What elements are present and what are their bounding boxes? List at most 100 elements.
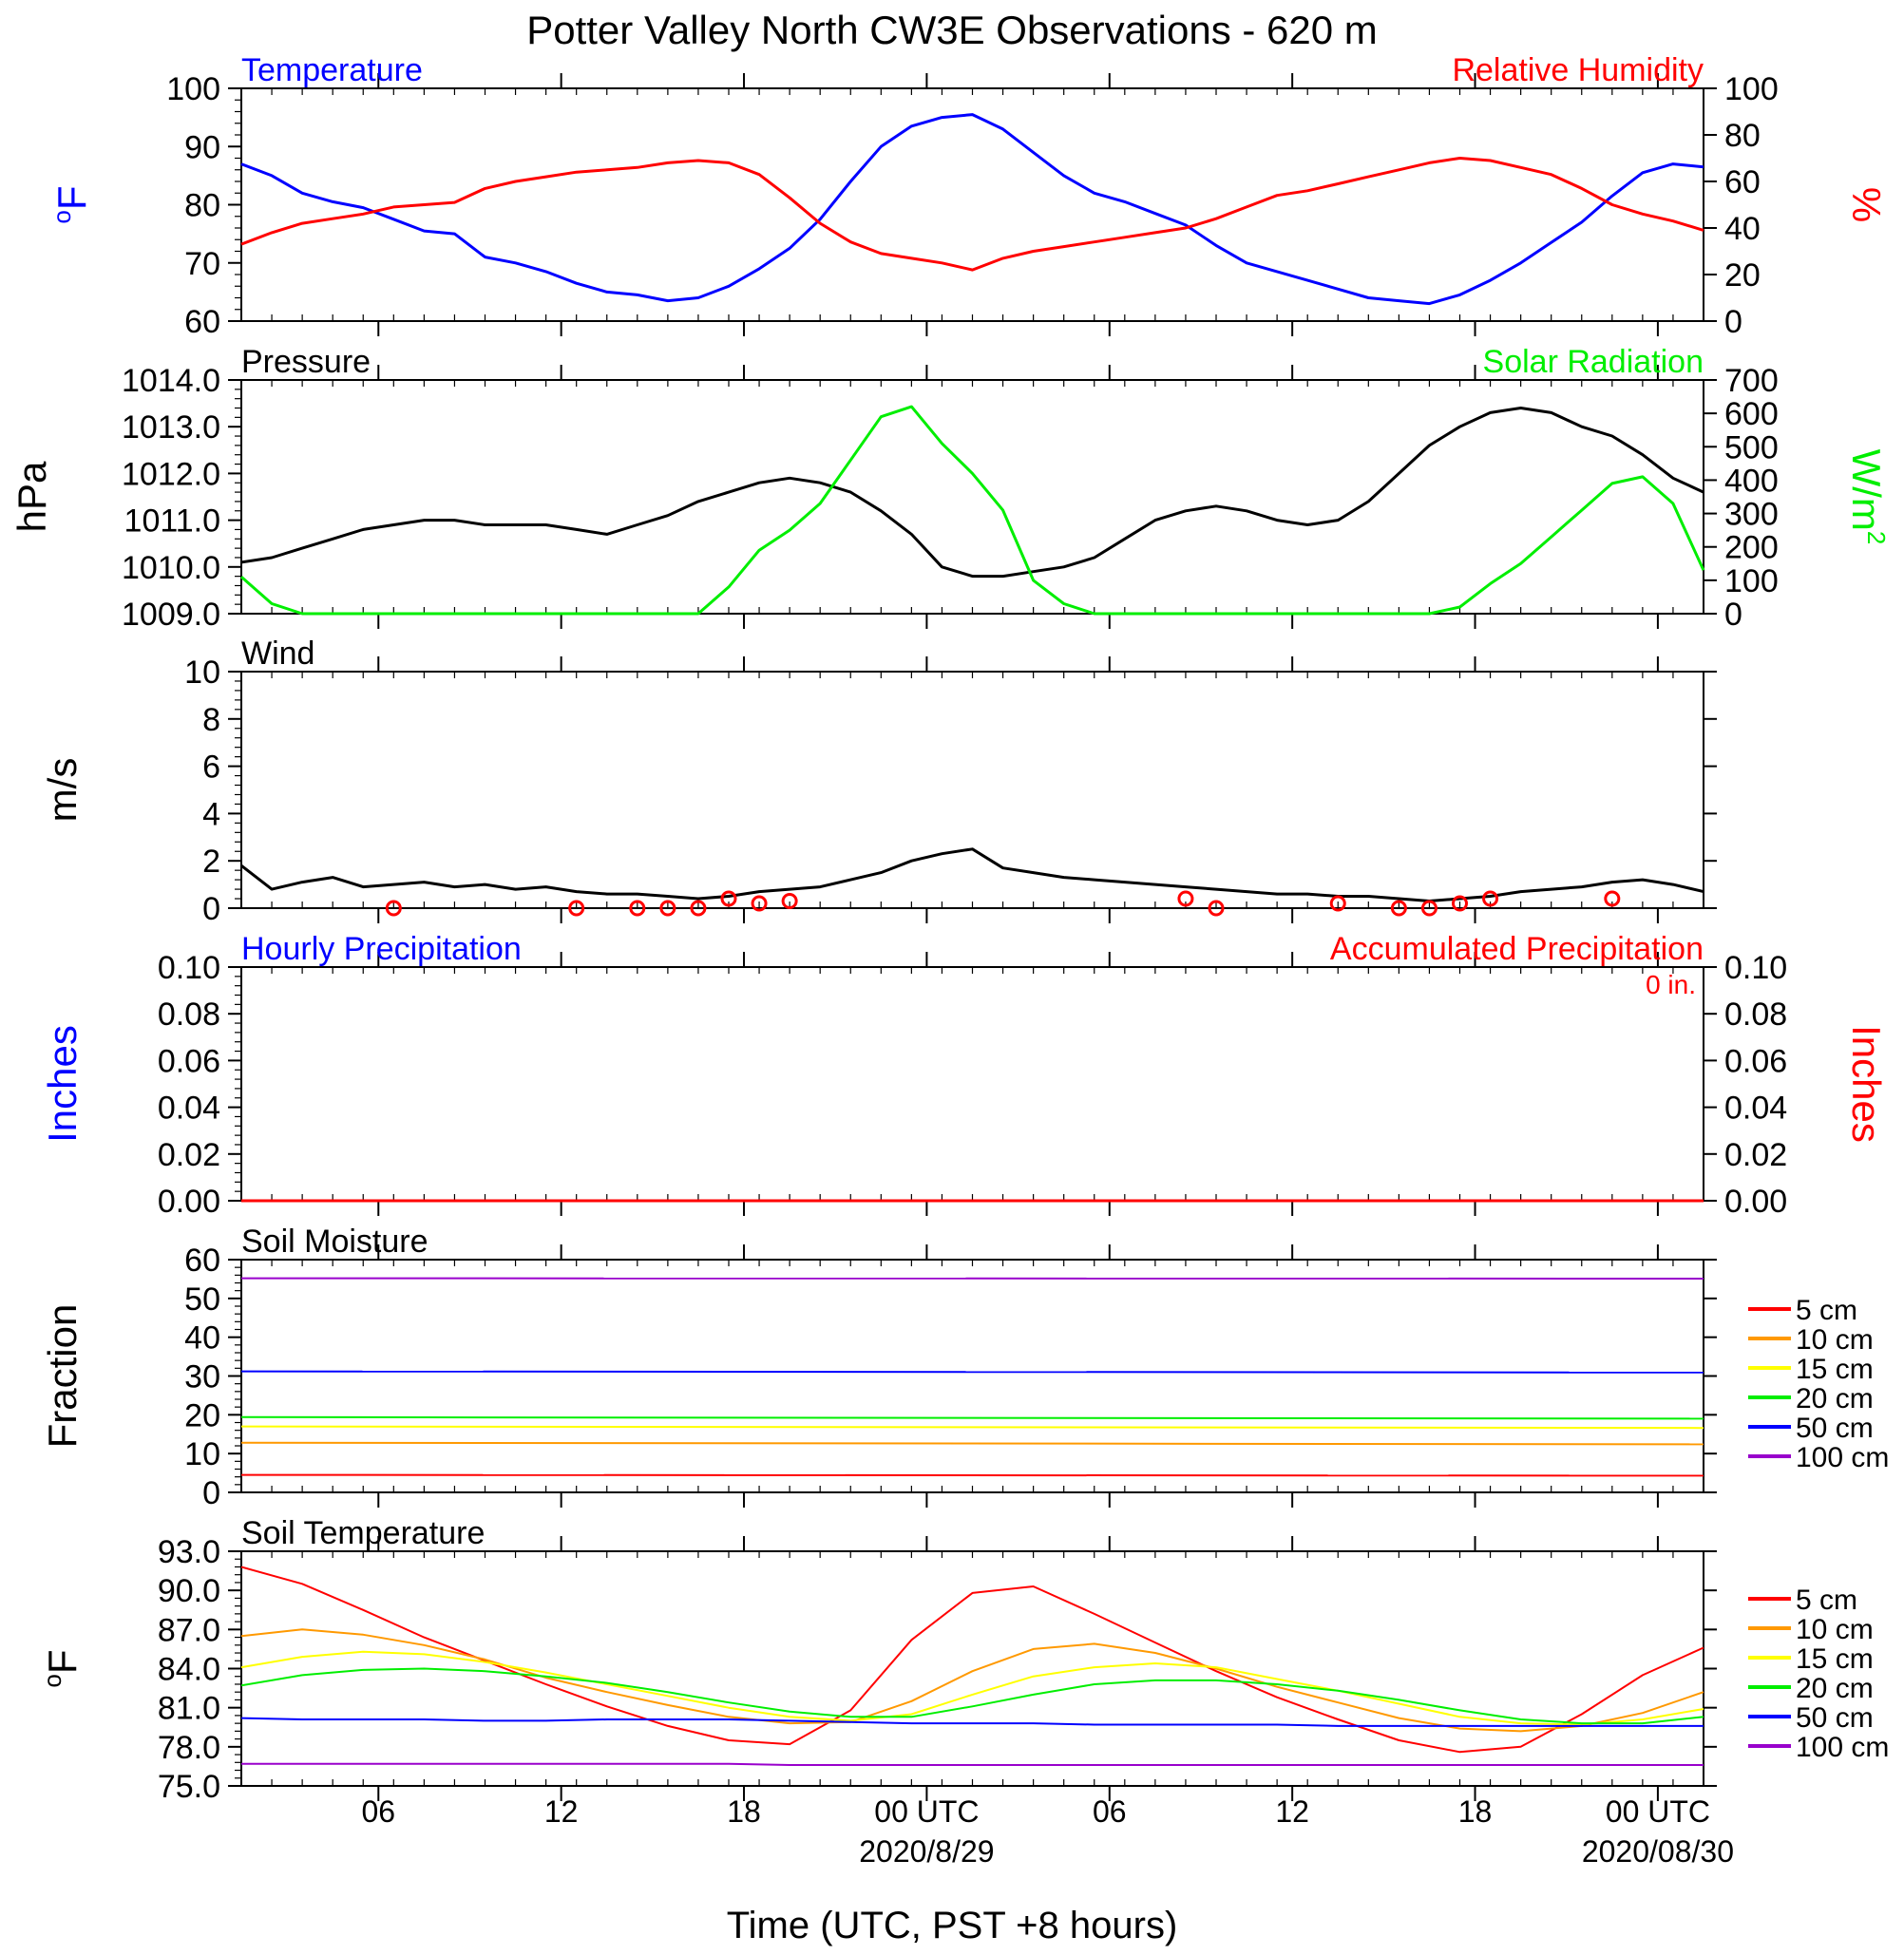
legend-label: 10 cm	[1796, 1324, 1874, 1356]
y-tick-label: 84.0	[158, 1652, 220, 1688]
y-axis-right-label: W/m2	[1844, 449, 1891, 545]
panel-4: 0.00 0.02 0.04 0.06 0.08 0.10 0.00 0.02 0.04 0.06…	[40, 931, 1889, 1220]
y-tick-label: 6	[202, 750, 220, 786]
panel-title-left: Pressure	[241, 344, 371, 380]
legend-label: 100 cm	[1796, 1442, 1889, 1473]
y-tick-label: 1009.0	[122, 597, 220, 633]
y-right-tick-label: 600	[1724, 396, 1779, 432]
panel-title-left: Temperature	[241, 52, 423, 88]
y-tick-label: 0	[202, 1475, 220, 1511]
y-tick-label: 100	[166, 71, 220, 107]
legend-label: 15 cm	[1796, 1354, 1874, 1385]
wind-calm-marker	[690, 900, 707, 917]
panel-2: 1009.0 1010.0 1011.0 1012.0 1013.0 1014.0 0100…	[10, 344, 1891, 633]
y-right-tick-label: 0	[1724, 597, 1742, 633]
y-tick-label: 90.0	[158, 1573, 220, 1609]
y-tick-label: 1012.0	[122, 456, 220, 492]
y-right-tick-label: 0.10	[1724, 950, 1787, 986]
legend-label: 5 cm	[1796, 1295, 1857, 1326]
plot-frame	[240, 87, 1704, 322]
date-label: 2020/8/29	[859, 1834, 994, 1869]
panel-title-left: Soil Moisture	[241, 1224, 428, 1260]
series-line-10-cm	[240, 1441, 1704, 1446]
y-tick-label: 20	[184, 1397, 220, 1433]
x-tick-label: 06	[1093, 1794, 1127, 1829]
series-line-10-cm	[240, 1628, 1704, 1733]
y-axis-label: oF	[38, 1649, 85, 1687]
y-tick-label: 60	[184, 304, 220, 340]
y-right-tick-label: 500	[1724, 429, 1779, 465]
y-tick-label: 70	[184, 246, 220, 282]
panel-title-left: Soil Temperature	[241, 1515, 485, 1551]
series-line-50-cm	[240, 1717, 1704, 1727]
date-label: 2020/08/30	[1582, 1834, 1734, 1869]
y-right-tick-label: 80	[1724, 118, 1761, 154]
y-right-tick-label: 60	[1724, 164, 1761, 200]
y-tick-label: 1010.0	[122, 550, 220, 586]
wind-calm-marker	[629, 900, 646, 917]
x-tick-label: 12	[1275, 1794, 1309, 1829]
series-line-20-cm	[240, 1415, 1704, 1420]
series-line-wind-speed	[240, 847, 1704, 902]
y-axis-right-label: %	[1844, 187, 1889, 222]
y-axis-label: Fraction	[40, 1304, 85, 1449]
y-tick-label: 87.0	[158, 1612, 220, 1648]
x-tick-label: 00 UTC	[1606, 1794, 1710, 1829]
y-tick-label: 60	[184, 1243, 220, 1279]
legend-label: 50 cm	[1796, 1702, 1874, 1734]
legend-label: 15 cm	[1796, 1643, 1874, 1675]
y-tick-label: 0	[202, 891, 220, 927]
y-tick-label: 93.0	[158, 1534, 220, 1570]
legend-label: 20 cm	[1796, 1673, 1874, 1704]
plot-frame	[240, 966, 1704, 1202]
plot-frame	[240, 1259, 1704, 1493]
wind-calm-marker	[1482, 890, 1499, 907]
y-tick-label: 81.0	[158, 1691, 220, 1727]
y-right-tick-label: 100	[1724, 71, 1779, 107]
series-line-pressure	[240, 407, 1704, 579]
panel-title-left: Hourly Precipitation	[241, 931, 522, 967]
y-tick-label: 2	[202, 844, 220, 880]
panel-3: 0 2 4 6 8 10 Wind m/s	[40, 636, 1717, 927]
y-tick-label: 40	[184, 1320, 220, 1357]
panel-6: 75.078.081.084.0 87.090.093.0 Soil Tempera…	[38, 1515, 1717, 1805]
y-tick-label: 50	[184, 1281, 220, 1318]
x-tick-label: 18	[1458, 1794, 1493, 1829]
x-tick-label: 06	[361, 1794, 395, 1829]
wind-calm-marker	[1329, 895, 1346, 912]
wind-calm-marker	[720, 890, 737, 907]
series-line-50-cm	[240, 1370, 1704, 1374]
y-right-tick-label: 40	[1724, 211, 1761, 247]
legend-label: 50 cm	[1796, 1413, 1874, 1444]
series-line-100-cm	[241, 1762, 1704, 1766]
y-right-tick-label: 400	[1724, 463, 1779, 499]
series-line-15-cm	[240, 1650, 1704, 1726]
y-tick-label: 1014.0	[122, 363, 220, 399]
y-right-tick-label: 0.00	[1724, 1184, 1787, 1220]
wind-calm-marker	[1390, 900, 1407, 917]
y-tick-label: 1011.0	[124, 503, 220, 540]
panel-1: 60 70 80 90 100 0 20 40 60 80 100 Temperature Relati…	[48, 52, 1889, 340]
y-right-tick-label: 200	[1724, 530, 1779, 566]
series-line-relative-humidity	[240, 157, 1704, 272]
y-axis-label: oF	[48, 185, 94, 223]
panel-title-right: Accumulated Precipitation	[1330, 931, 1704, 967]
series-line-20-cm	[240, 1667, 1704, 1725]
y-right-tick-label: 0.04	[1724, 1091, 1787, 1127]
panel-title-left: Wind	[241, 636, 314, 672]
series-line-15-cm	[240, 1425, 1704, 1430]
precip-total-label: 0 in.	[1646, 970, 1696, 999]
series-line-5-cm	[240, 1566, 1704, 1754]
y-tick-label: 10	[184, 1436, 220, 1472]
y-tick-label: 8	[202, 702, 220, 738]
y-tick-label: 4	[202, 796, 220, 832]
wind-calm-marker	[1452, 895, 1468, 912]
legend-label: 10 cm	[1796, 1614, 1874, 1645]
wind-calm-marker	[385, 900, 402, 917]
y-tick-label: 1013.0	[122, 409, 220, 446]
figure-title: Potter Valley North CW3E Observations - …	[526, 8, 1378, 52]
y-axis-label: m/s	[40, 758, 85, 823]
